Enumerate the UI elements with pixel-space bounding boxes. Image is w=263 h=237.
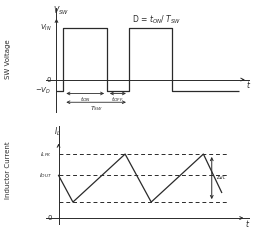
Text: $V_{SW}$: $V_{SW}$ — [53, 5, 69, 17]
Text: $-V_D$: $-V_D$ — [35, 86, 51, 96]
Text: $I_L$: $I_L$ — [54, 126, 61, 138]
Text: 0: 0 — [48, 215, 52, 221]
Text: $I_{LPK}$: $I_{LPK}$ — [40, 150, 52, 159]
Text: Inductor Current: Inductor Current — [5, 142, 11, 200]
Text: 0: 0 — [47, 77, 51, 82]
Text: $I_{OUT}$: $I_{OUT}$ — [39, 171, 52, 180]
Text: $\Delta i_L$: $\Delta i_L$ — [216, 173, 226, 182]
Text: D = $t_{ON}$/ $T_{SW}$: D = $t_{ON}$/ $T_{SW}$ — [132, 14, 181, 26]
Text: SW Voltage: SW Voltage — [5, 39, 11, 79]
Text: t: t — [246, 81, 249, 90]
Text: $V_{IN}$: $V_{IN}$ — [39, 23, 51, 33]
Text: t: t — [246, 220, 249, 229]
Text: $T_{SW}$: $T_{SW}$ — [90, 104, 103, 113]
Text: $t_{OFF}$: $t_{OFF}$ — [112, 95, 124, 104]
Text: $t_{ON}$: $t_{ON}$ — [80, 95, 91, 104]
